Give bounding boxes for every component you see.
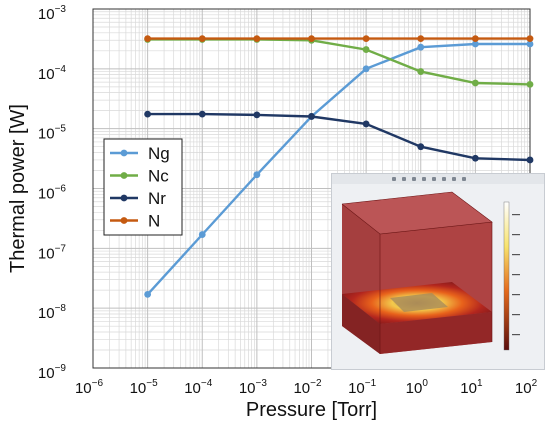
data-point bbox=[362, 65, 370, 73]
data-point bbox=[362, 46, 370, 53]
x-tick-label: 101 bbox=[460, 378, 483, 397]
data-point bbox=[417, 68, 425, 75]
data-point bbox=[144, 110, 152, 118]
simulation-inset-image bbox=[331, 173, 545, 370]
x-tick-label: 10−6 bbox=[75, 378, 104, 397]
data-point bbox=[253, 171, 261, 179]
data-point bbox=[362, 120, 370, 128]
x-axis-ticks: 10−6 10−5 10−4 10−3 10−2 10−1 100 101 102 bbox=[75, 378, 538, 397]
color-scale-bar bbox=[503, 201, 510, 351]
data-point bbox=[308, 35, 315, 43]
legend-label: N bbox=[148, 212, 160, 231]
data-point bbox=[253, 111, 261, 119]
legend-label: Nr bbox=[148, 189, 166, 208]
data-point bbox=[471, 35, 479, 43]
legend-label: Ng bbox=[148, 144, 170, 163]
data-point bbox=[526, 35, 534, 43]
data-point bbox=[417, 35, 425, 43]
data-point bbox=[471, 79, 479, 87]
y-axis-ticks: 10−9 10−8 10−7 10−6 10−5 10−4 10−3 bbox=[38, 4, 67, 382]
legend-swatch-marker bbox=[120, 172, 128, 179]
legend-box bbox=[103, 138, 183, 236]
data-point bbox=[526, 156, 534, 164]
data-point bbox=[526, 80, 534, 88]
y-tick-label: 10−8 bbox=[38, 303, 67, 322]
x-tick-label: 10−3 bbox=[239, 378, 268, 397]
x-tick-label: 102 bbox=[515, 378, 538, 397]
data-point bbox=[362, 35, 370, 43]
y-tick-label: 10−5 bbox=[38, 124, 67, 143]
heat-distribution-box bbox=[341, 191, 520, 354]
data-point bbox=[417, 143, 425, 151]
data-point bbox=[198, 231, 206, 238]
data-point bbox=[144, 35, 152, 43]
series-layer bbox=[144, 35, 534, 298]
heater-square bbox=[390, 293, 448, 312]
x-axis-title: Pressure [Torr] bbox=[246, 399, 377, 421]
x-tick-label: 10−2 bbox=[293, 378, 322, 397]
data-point bbox=[198, 110, 206, 118]
data-point bbox=[471, 154, 479, 162]
x-tick-label: 10−4 bbox=[184, 378, 213, 397]
y-tick-label: 10−4 bbox=[38, 64, 67, 83]
y-axis-title: Thermal power [W] bbox=[7, 104, 29, 273]
x-tick-label: 100 bbox=[406, 378, 429, 397]
y-tick-label: 10−7 bbox=[38, 243, 67, 262]
y-tick-label: 10−6 bbox=[38, 184, 67, 203]
legend-label: Nc bbox=[148, 167, 169, 186]
series-line bbox=[147, 112, 531, 162]
legend-swatch-marker bbox=[120, 194, 128, 202]
series-ng bbox=[144, 40, 534, 298]
box-top-face bbox=[342, 192, 492, 234]
y-tick-label: 10−9 bbox=[38, 363, 67, 382]
data-point bbox=[198, 35, 206, 43]
legend-swatch-marker bbox=[120, 217, 128, 224]
inset-toolbar bbox=[332, 174, 544, 184]
series-line bbox=[146, 42, 530, 296]
data-point bbox=[144, 290, 152, 298]
legend: Ng Nc Nr N bbox=[103, 138, 183, 236]
data-point bbox=[526, 40, 534, 48]
data-point bbox=[471, 40, 479, 48]
data-point bbox=[308, 113, 315, 120]
x-tick-label: 10−1 bbox=[348, 378, 377, 397]
data-point bbox=[253, 35, 261, 43]
series-nr bbox=[144, 110, 534, 164]
x-tick-label: 10−5 bbox=[130, 378, 159, 397]
y-tick-label: 10−3 bbox=[38, 4, 67, 23]
series-n bbox=[144, 35, 534, 43]
data-point bbox=[417, 43, 425, 51]
legend-swatch-marker bbox=[120, 149, 128, 157]
